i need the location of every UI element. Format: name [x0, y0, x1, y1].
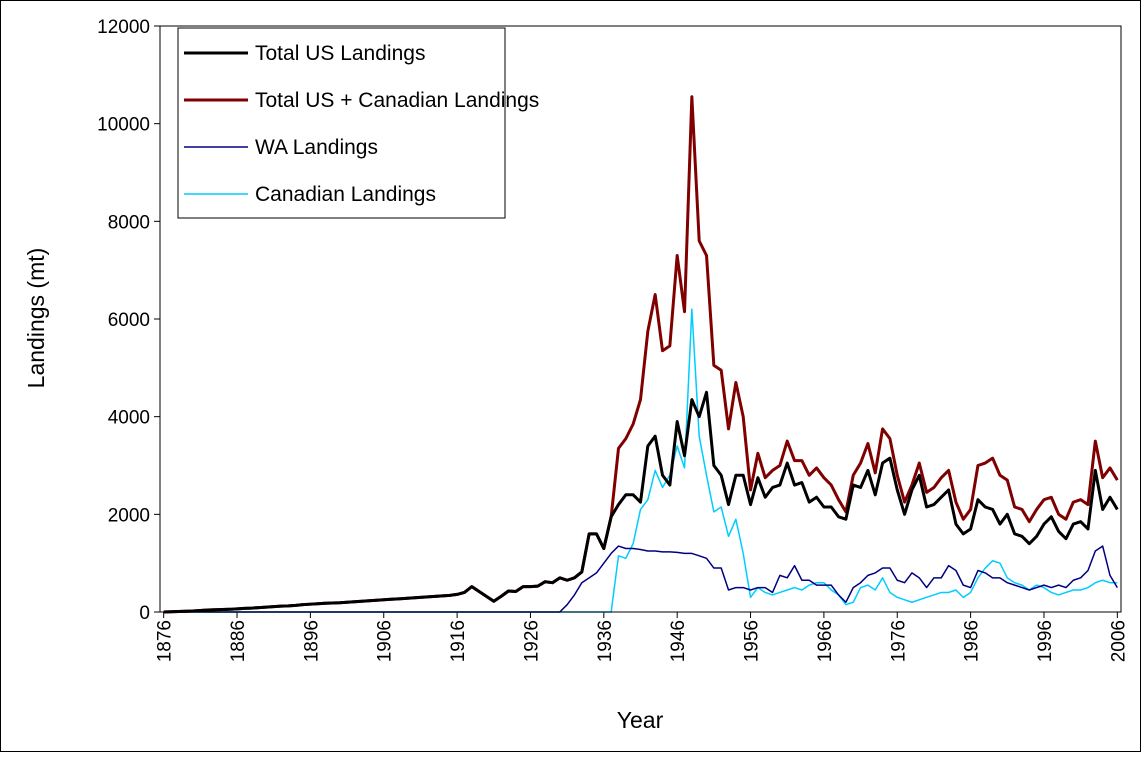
legend-label: Total US + Canadian Landings [255, 89, 539, 112]
x-tick-label: 1896 [301, 620, 322, 662]
y-tick-label: 8000 [108, 212, 150, 233]
x-tick-label: 1956 [742, 620, 763, 662]
x-tick-label: 1986 [962, 620, 983, 662]
x-axis-title: Year [617, 707, 664, 733]
x-tick-label: 1906 [375, 620, 396, 662]
y-tick-label: 10000 [97, 115, 150, 136]
x-tick-label: 1886 [228, 620, 249, 662]
y-tick-label: 6000 [108, 310, 150, 331]
x-tick-label: 1996 [1035, 620, 1056, 662]
legend-label: WA Landings [255, 136, 378, 159]
legend: Total US Landings Total US + Canadian Lan… [177, 27, 539, 219]
legend-label: Canadian Landings [255, 183, 436, 206]
x-tick-label: 1976 [888, 620, 909, 662]
y-tick-label: 0 [139, 603, 150, 624]
x-tick-label: 2006 [1108, 620, 1129, 662]
legend-box [177, 27, 506, 219]
series-line [163, 390, 1119, 614]
x-tick-label: 1936 [595, 620, 616, 662]
x-tick-label: 1916 [448, 620, 469, 662]
y-tick-label: 2000 [108, 505, 150, 526]
x-tick-label: 1966 [815, 620, 836, 662]
x-tick-label: 1926 [521, 620, 542, 662]
x-tick-label: 1876 [155, 620, 176, 662]
x-tick-label: 1946 [668, 620, 689, 662]
y-tick-label: 12000 [97, 17, 150, 38]
y-tick-label: 4000 [108, 408, 150, 429]
y-axis-title: Landings (mt) [23, 248, 49, 389]
legend-label: Total US Landings [255, 42, 425, 65]
